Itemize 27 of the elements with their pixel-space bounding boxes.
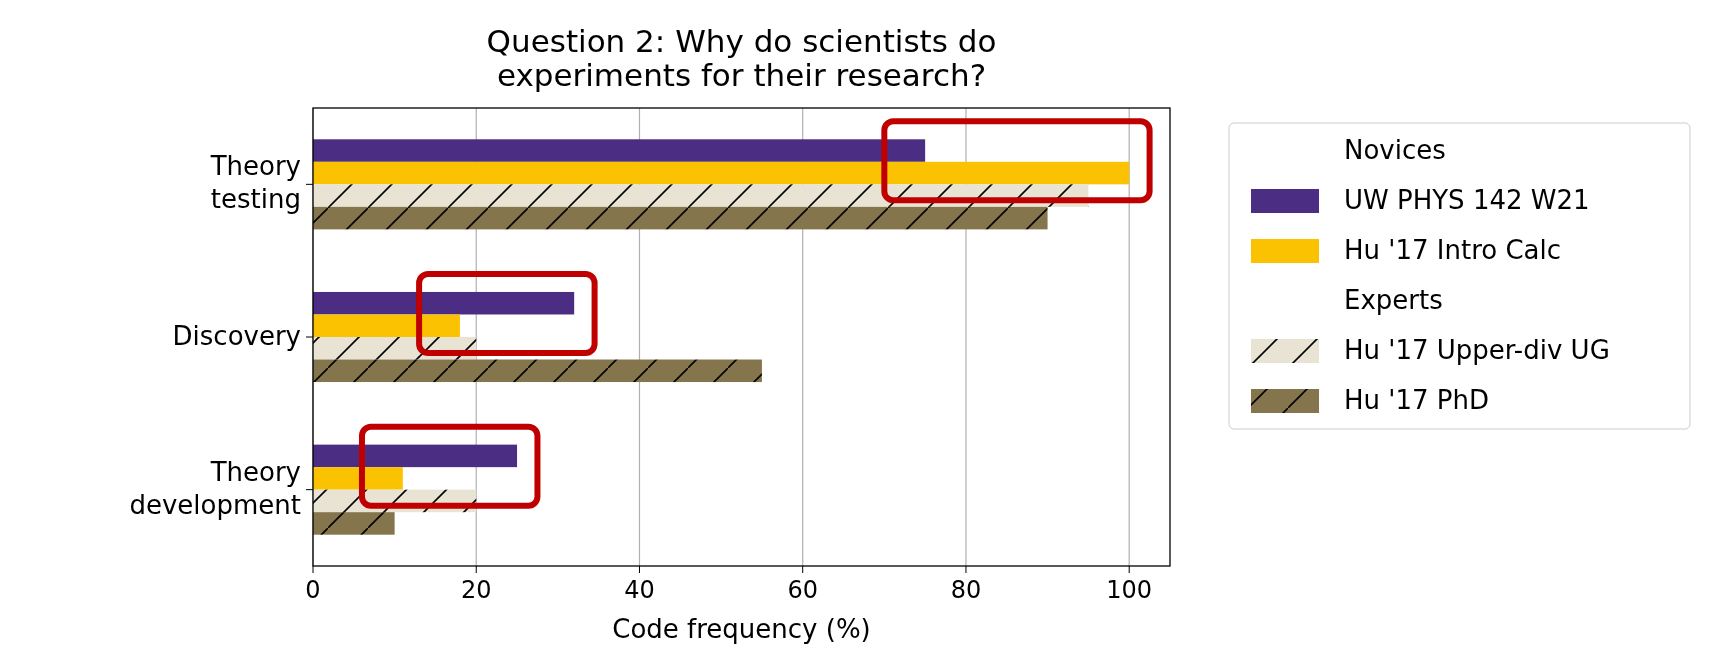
y-tick-label: Discovery xyxy=(172,320,301,351)
bar xyxy=(313,444,518,468)
y-tick-label: Theory testing xyxy=(209,151,301,215)
bar xyxy=(313,139,926,162)
bar xyxy=(313,291,575,315)
legend-label: UW PHYS 142 W21 xyxy=(1344,184,1590,215)
bar xyxy=(313,512,395,535)
x-tick-label: 100 xyxy=(1106,576,1153,604)
bar xyxy=(313,184,1089,207)
bar xyxy=(313,161,1130,185)
bar xyxy=(313,359,762,383)
text: Novices xyxy=(1344,134,1446,165)
legend-label: Hu '17 Upper-div UG xyxy=(1344,334,1610,365)
x-tick-label: 80 xyxy=(950,576,982,604)
x-tick-label: 40 xyxy=(624,576,655,604)
bar xyxy=(313,314,460,337)
text: Experts xyxy=(1344,284,1443,315)
chart-title: Question 2: Why do scientists do experiments for their research? xyxy=(486,23,997,93)
y-tick-label: Theory development xyxy=(129,456,301,520)
bar xyxy=(313,206,1048,230)
x-tick-label: 0 xyxy=(305,576,321,604)
legend-label: Hu '17 Intro Calc xyxy=(1344,234,1562,265)
legend-label: Hu '17 PhD xyxy=(1344,384,1489,415)
x-tick-label: 20 xyxy=(460,576,492,604)
x-tick-label: 60 xyxy=(787,576,818,604)
x-axis-title: Code frequency (%) xyxy=(612,614,871,644)
bar xyxy=(313,467,403,490)
